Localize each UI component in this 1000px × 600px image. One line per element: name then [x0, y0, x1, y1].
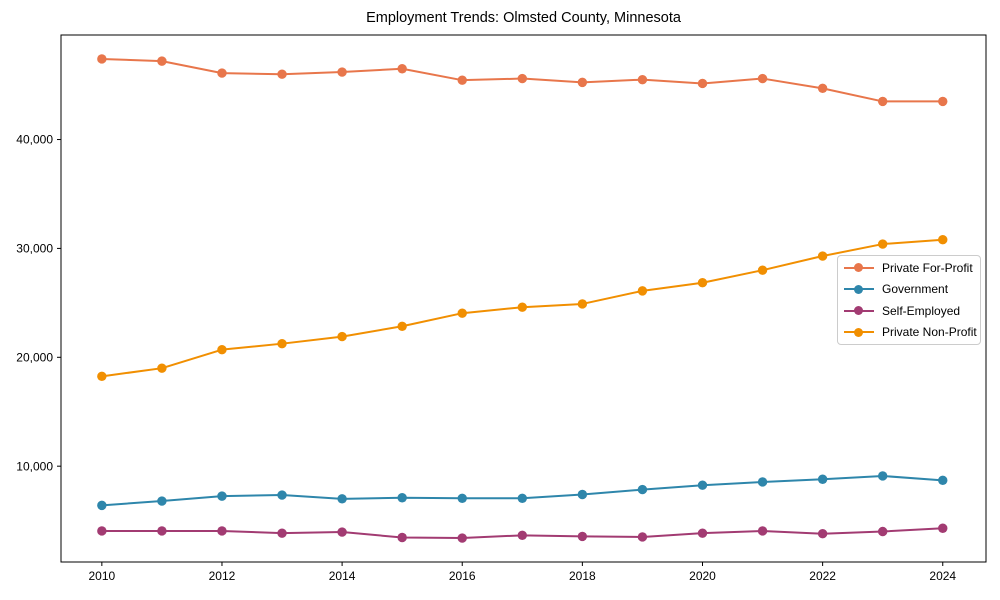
- data-point-private-non-profit-2014: [337, 331, 347, 342]
- data-point-private-for-profit-2010: [97, 54, 107, 64]
- data-point-self-employed-2020: [697, 528, 708, 538]
- data-point-self-employed-2010: [97, 526, 107, 536]
- data-point-private-for-profit-2017: [517, 73, 527, 84]
- data-point-private-non-profit-2017: [517, 302, 527, 312]
- data-point-government-2020: [697, 480, 708, 490]
- data-point-private-for-profit-2021: [757, 73, 768, 84]
- data-point-government-2010: [97, 500, 107, 511]
- x-tick-label: 2022: [809, 569, 836, 583]
- data-point-self-employed-2015: [397, 532, 407, 543]
- data-point-private-non-profit-2016: [457, 308, 467, 318]
- plot-border: [60, 34, 987, 563]
- data-point-self-employed-2014: [337, 527, 347, 537]
- x-tick-label: 2024: [929, 569, 956, 583]
- data-point-self-employed-2018: [577, 531, 588, 542]
- data-point-private-non-profit-2020: [697, 278, 708, 288]
- data-point-private-for-profit-2014: [337, 67, 347, 77]
- data-point-private-non-profit-2010: [97, 371, 107, 382]
- data-point-self-employed-2012: [217, 526, 227, 536]
- data-point-private-non-profit-2011: [157, 363, 167, 373]
- legend-item-private-non-profit: Private Non-Profit: [844, 322, 977, 344]
- data-point-government-2022: [817, 474, 828, 484]
- y-tick-label: 30,000: [16, 242, 53, 256]
- legend-line-dot-icon: [844, 327, 874, 337]
- legend-item-label: Private For-Profit: [882, 260, 973, 275]
- data-point-government-2024: [938, 475, 948, 486]
- legend-item-self-employed: Self-Employed: [844, 300, 974, 322]
- data-point-private-for-profit-2012: [217, 68, 227, 78]
- chart-legend: Private For-Profit Government Self-Employe…: [837, 255, 981, 345]
- data-point-private-non-profit-2013: [277, 338, 287, 349]
- data-point-government-2016: [457, 493, 467, 504]
- legend-line-dot-icon: [844, 284, 874, 294]
- data-point-self-employed-2022: [817, 528, 828, 539]
- data-point-government-2018: [577, 489, 588, 500]
- legend-item-label: Self-Employed: [882, 303, 961, 318]
- data-point-private-non-profit-2015: [397, 321, 407, 331]
- data-point-government-2023: [877, 471, 888, 481]
- x-tick-label: 2012: [209, 569, 236, 583]
- data-point-private-non-profit-2018: [577, 299, 588, 309]
- chart-title: Employment Trends: Olmsted County, Minne…: [366, 10, 681, 26]
- data-point-private-for-profit-2022: [817, 83, 828, 94]
- data-point-private-for-profit-2011: [157, 56, 167, 66]
- legend-item-label: Government: [882, 282, 949, 297]
- data-point-private-for-profit-2023: [877, 96, 888, 107]
- data-point-self-employed-2021: [757, 526, 768, 536]
- x-tick-label: 2010: [88, 569, 115, 583]
- data-point-self-employed-2011: [157, 526, 167, 536]
- data-point-private-for-profit-2016: [457, 75, 467, 85]
- data-point-self-employed-2013: [277, 528, 287, 538]
- data-point-government-2014: [337, 494, 347, 504]
- data-point-private-for-profit-2018: [577, 77, 588, 88]
- data-point-private-non-profit-2019: [637, 286, 648, 296]
- x-tick-label: 2014: [329, 569, 356, 583]
- data-point-government-2011: [157, 496, 167, 506]
- x-tick-label: 2020: [689, 569, 716, 583]
- legend-item-government: Government: [844, 279, 974, 301]
- legend-line-dot-icon: [844, 306, 874, 316]
- data-point-private-for-profit-2024: [938, 96, 948, 107]
- data-point-government-2021: [757, 477, 768, 487]
- data-point-self-employed-2016: [457, 533, 467, 543]
- data-point-private-non-profit-2023: [877, 239, 888, 249]
- data-point-government-2019: [637, 484, 648, 495]
- data-point-self-employed-2019: [637, 532, 648, 542]
- data-point-private-non-profit-2021: [757, 265, 768, 275]
- y-tick-label: 20,000: [16, 350, 53, 364]
- data-point-private-for-profit-2020: [697, 78, 708, 89]
- data-point-self-employed-2023: [877, 526, 888, 537]
- data-point-government-2012: [217, 491, 227, 501]
- legend-item-label: Private Non-Profit: [882, 325, 977, 340]
- y-tick-label: 10,000: [16, 459, 53, 473]
- data-point-private-non-profit-2022: [817, 251, 828, 261]
- data-point-private-for-profit-2013: [277, 69, 287, 79]
- data-point-private-non-profit-2012: [217, 344, 227, 355]
- data-point-private-non-profit-2024: [938, 235, 948, 245]
- data-point-private-for-profit-2019: [637, 74, 648, 85]
- data-point-private-for-profit-2015: [397, 64, 407, 74]
- legend-item-private-for-profit: Private For-Profit: [844, 257, 974, 279]
- x-tick-label: 2016: [449, 569, 476, 583]
- data-point-government-2017: [517, 493, 527, 504]
- y-tick-label: 40,000: [16, 133, 53, 147]
- x-tick-label: 2018: [569, 569, 596, 583]
- data-point-self-employed-2024: [938, 523, 948, 533]
- legend-line-dot-icon: [844, 263, 874, 273]
- data-point-government-2013: [277, 490, 287, 500]
- data-point-self-employed-2017: [517, 530, 527, 541]
- data-point-government-2015: [397, 493, 407, 503]
